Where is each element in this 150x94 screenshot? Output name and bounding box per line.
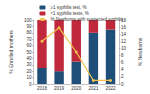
svg-text:% Enrolled mothers: % Enrolled mothers xyxy=(8,30,14,74)
svg-text:80: 80 xyxy=(26,30,32,35)
svg-text:2018: 2018 xyxy=(37,86,48,91)
svg-text:2: 2 xyxy=(121,74,124,79)
svg-text:6: 6 xyxy=(121,60,124,65)
svg-text:30: 30 xyxy=(26,62,32,67)
svg-text:10: 10 xyxy=(121,46,127,51)
svg-text:16: 16 xyxy=(121,25,127,30)
svg-text:60: 60 xyxy=(26,43,32,48)
svg-text:8: 8 xyxy=(121,53,124,58)
svg-text:% Newborns: % Newborns xyxy=(137,37,143,66)
svg-text:90: 90 xyxy=(26,24,32,29)
svg-text:12: 12 xyxy=(121,39,127,44)
svg-text:40: 40 xyxy=(26,56,32,61)
svg-text:2021: 2021 xyxy=(88,86,99,91)
svg-text:% Newborns with suspected syph: % Newborns with suspected syphilis xyxy=(50,17,123,22)
svg-text:2022: 2022 xyxy=(106,86,117,91)
svg-text:2019: 2019 xyxy=(54,86,65,91)
svg-text:4: 4 xyxy=(121,67,124,72)
svg-text:20: 20 xyxy=(26,69,32,74)
svg-text:<1 syphilis tests, %: <1 syphilis tests, % xyxy=(50,11,88,16)
svg-text:≥1 syphilis test, %: ≥1 syphilis test, % xyxy=(50,5,86,10)
svg-text:2020: 2020 xyxy=(71,86,82,91)
svg-text:50: 50 xyxy=(26,50,32,55)
svg-text:100: 100 xyxy=(24,18,32,23)
svg-text:0: 0 xyxy=(29,82,32,87)
svg-text:10: 10 xyxy=(26,75,32,80)
svg-text:14: 14 xyxy=(121,32,127,37)
svg-text:70: 70 xyxy=(26,37,32,42)
svg-text:18: 18 xyxy=(121,17,127,23)
svg-text:0: 0 xyxy=(121,82,124,87)
